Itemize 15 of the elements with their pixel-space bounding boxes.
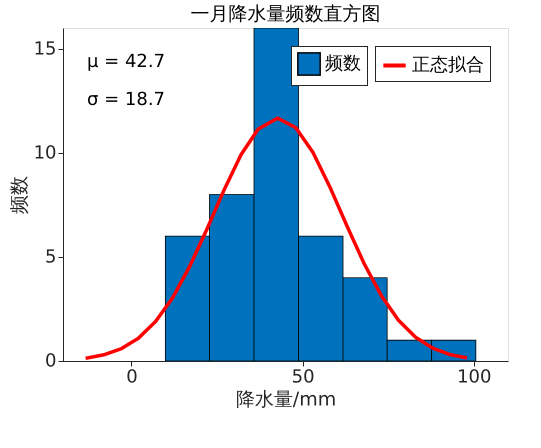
y-tick-label: 15	[34, 38, 56, 60]
x-axis-title: 降水量/mm	[236, 388, 336, 410]
y-tick-label: 5	[45, 246, 56, 268]
chart-title: 一月降水量频数直方图	[190, 3, 380, 25]
annotation: μ = 42.7	[87, 51, 166, 72]
y-tick-label: 0	[45, 350, 56, 372]
y-axis-title: 频数	[8, 176, 31, 214]
legend-label: 频数	[325, 53, 361, 74]
x-tick-label: 0	[126, 366, 138, 388]
legend-label: 正态拟合	[412, 54, 484, 76]
x-tick-label: 50	[292, 366, 315, 388]
y-tick-label: 10	[34, 142, 56, 164]
x-tick-label: 100	[457, 366, 492, 388]
line-series	[84, 116, 469, 360]
annotation: σ = 18.7	[87, 89, 166, 110]
